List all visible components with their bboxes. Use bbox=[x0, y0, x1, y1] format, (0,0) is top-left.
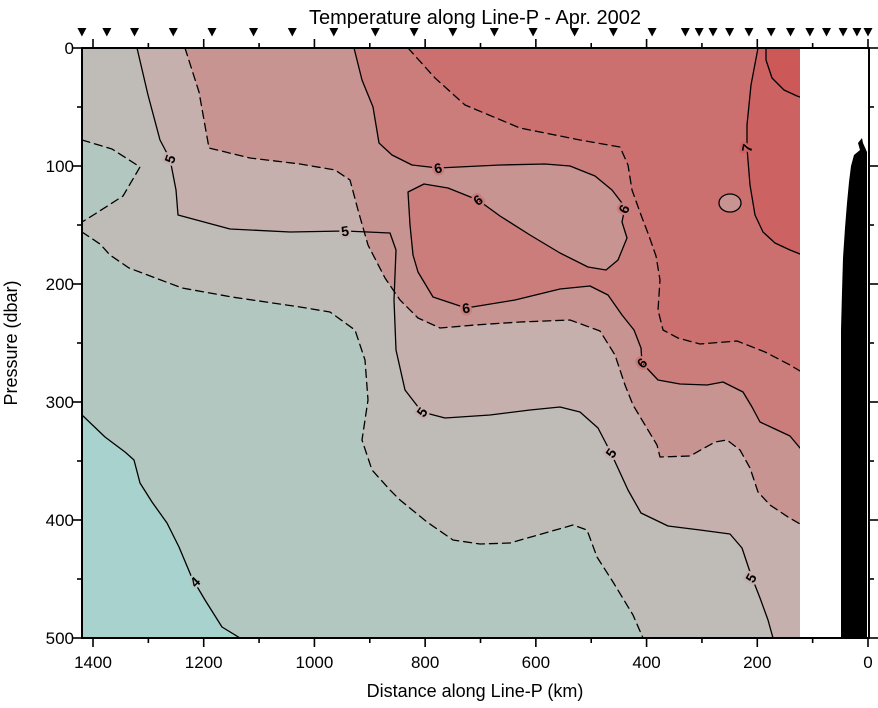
station-triangle-icon bbox=[821, 28, 831, 37]
station-triangle-icon bbox=[786, 28, 796, 37]
station-triangle-icon bbox=[77, 28, 87, 37]
axis-tick-labels: 1400 1200 1000 800 600 400 200 0 0 100 200 300 400 50… bbox=[46, 39, 873, 672]
x-tick-label: 400 bbox=[632, 653, 660, 672]
station-triangle-icon bbox=[570, 28, 580, 37]
y-axis-title: Pressure (dbar) bbox=[1, 280, 21, 405]
y-tick-label: 0 bbox=[65, 39, 74, 58]
station-triangle-icon bbox=[370, 28, 380, 37]
x-tick-label: 0 bbox=[863, 653, 872, 672]
closed-contour-eddy bbox=[718, 193, 742, 213]
x-tick-label: 600 bbox=[522, 653, 550, 672]
station-triangle-icon bbox=[608, 28, 618, 37]
station-triangle-icon bbox=[647, 28, 657, 37]
station-triangle-icon bbox=[744, 28, 754, 37]
isotherm-4-solid bbox=[82, 414, 241, 638]
isotherm-5-solid bbox=[136, 48, 774, 638]
station-triangle-icon bbox=[287, 28, 297, 37]
band-corner-warmest bbox=[766, 48, 800, 97]
station-triangle-icon bbox=[249, 28, 259, 37]
isotherm-7-solid bbox=[765, 48, 800, 98]
station-triangle-icon bbox=[852, 28, 862, 37]
station-triangle-icon bbox=[409, 28, 419, 37]
isotherm-contour-lines bbox=[82, 48, 800, 638]
station-triangle-icon bbox=[766, 28, 776, 37]
x-tick-label: 800 bbox=[411, 653, 439, 672]
x-tick-label: 1000 bbox=[296, 653, 334, 672]
temperature-filled-bands bbox=[82, 48, 800, 638]
station-triangle-icon bbox=[102, 28, 112, 37]
y-tick-label: 100 bbox=[46, 157, 74, 176]
station-triangle-icon bbox=[207, 28, 217, 37]
y-tick-label: 500 bbox=[46, 629, 74, 648]
isotherm-6.5-dashed bbox=[407, 48, 800, 372]
station-triangle-icon bbox=[863, 28, 873, 37]
y-tick-label: 400 bbox=[46, 511, 74, 530]
station-triangle-icon bbox=[168, 28, 178, 37]
isotherm-5.5-dashed bbox=[184, 48, 800, 525]
y-tick-label: 300 bbox=[46, 393, 74, 412]
isotherm-6-solid bbox=[353, 48, 800, 449]
isotherm-4.5-dashed bbox=[82, 231, 644, 638]
station-triangle-icon bbox=[708, 28, 718, 37]
band-6.5-7 bbox=[408, 48, 800, 371]
band-7-plus bbox=[747, 48, 800, 254]
station-triangle-icon bbox=[329, 28, 339, 37]
cold-notch-4-4.5 bbox=[82, 140, 140, 222]
band-below-4 bbox=[82, 415, 240, 638]
station-triangle-icon bbox=[805, 28, 815, 37]
station-triangle-icon bbox=[680, 28, 690, 37]
station-triangle-icon bbox=[130, 28, 140, 37]
x-axis-title: Distance along Line-P (km) bbox=[367, 681, 584, 701]
isotherm-4.5-dashed bbox=[82, 139, 141, 223]
station-triangle-icon bbox=[528, 28, 538, 37]
y-tick-label: 200 bbox=[46, 275, 74, 294]
isotherm-7-solid bbox=[746, 48, 800, 255]
station-triangle-icon bbox=[448, 28, 458, 37]
x-tick-label: 1200 bbox=[185, 653, 223, 672]
station-triangle-icon bbox=[694, 28, 704, 37]
x-tick-label: 200 bbox=[743, 653, 771, 672]
station-marker-row bbox=[77, 28, 873, 37]
station-triangle-icon bbox=[725, 28, 735, 37]
station-triangle-icon bbox=[489, 28, 499, 37]
x-tick-label: 1400 bbox=[74, 653, 112, 672]
chart-title: Temperature along Line-P - Apr. 2002 bbox=[309, 7, 641, 29]
axis-ticks bbox=[73, 39, 878, 647]
station-triangle-icon bbox=[838, 28, 848, 37]
bathymetry-silhouette bbox=[841, 138, 867, 638]
